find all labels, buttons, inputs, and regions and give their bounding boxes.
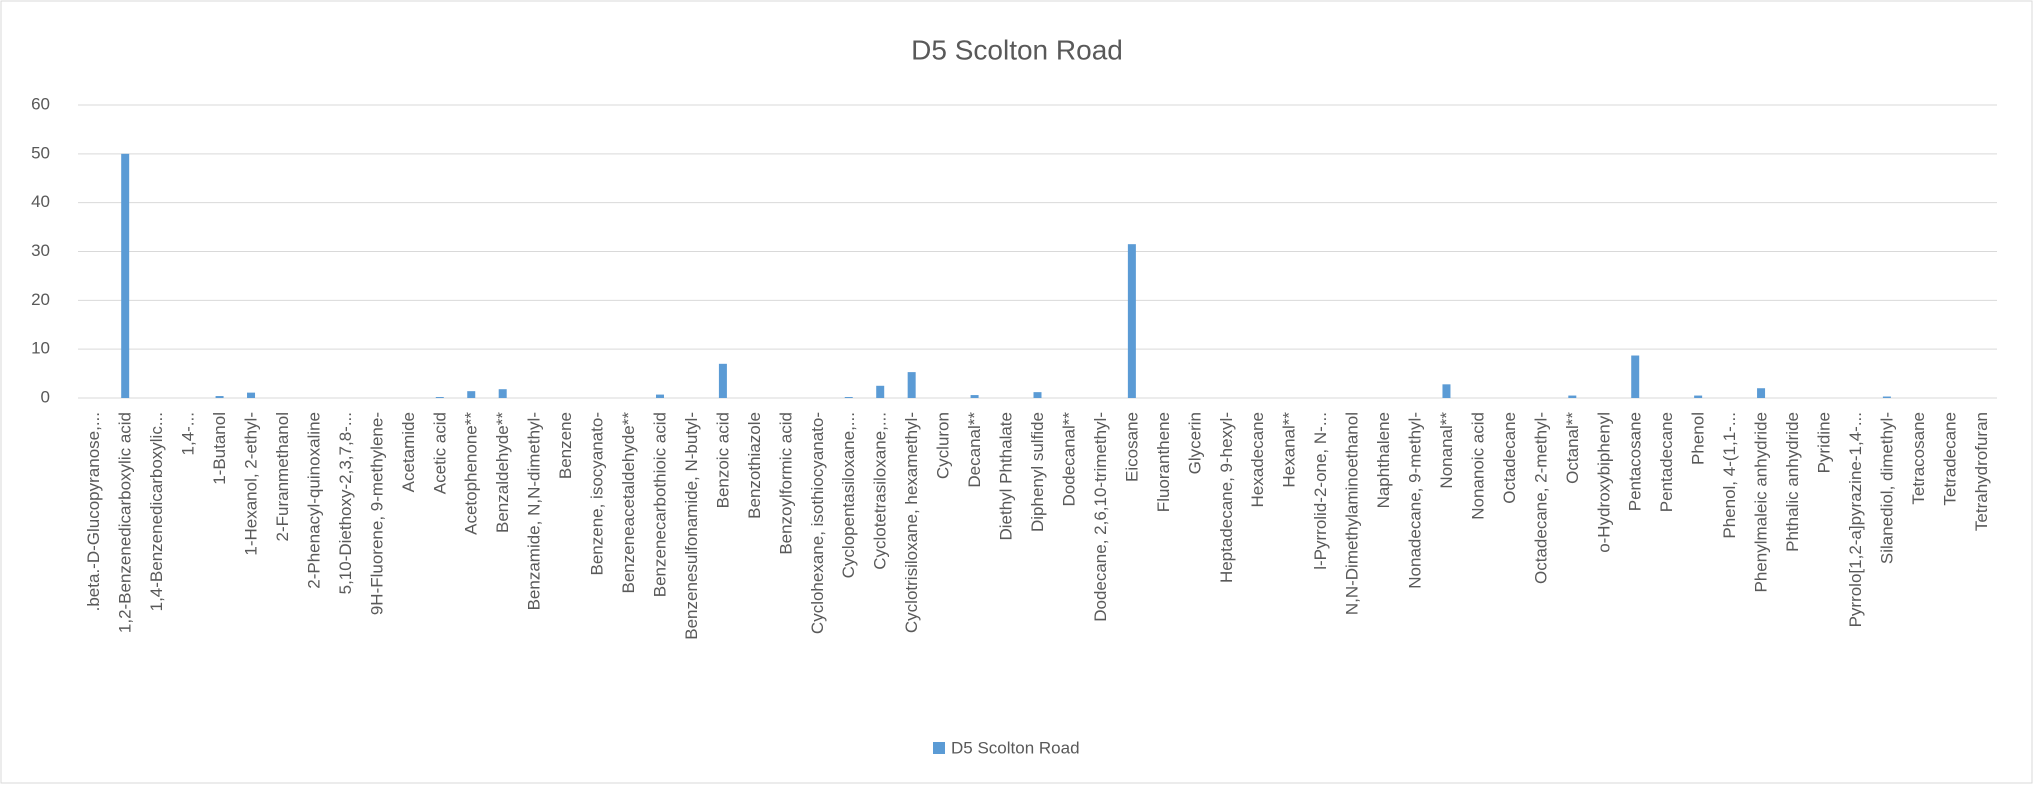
x-tick-label: Benzoic acid — [713, 412, 732, 508]
x-tick-label: Cyclopentasiloxane,... — [839, 412, 858, 578]
legend-label: D5 Scolton Road — [951, 738, 1080, 757]
x-tick-label: Benzenecarbothioic acid — [650, 412, 669, 597]
x-tick-label: Phenol, 4-(1,1-... — [1720, 412, 1739, 539]
x-tick-label: Acetic acid — [430, 412, 449, 494]
x-tick-label: Nonanal** — [1437, 412, 1456, 489]
x-tick-label: Cyclotetrasiloxane,... — [871, 412, 890, 570]
y-tick-label: 10 — [31, 339, 50, 358]
x-tick-label: Dodecane, 2,6,10-trimethyl- — [1091, 412, 1110, 622]
x-tick-label: Cyclotrisiloxane, hexamethyl- — [902, 412, 921, 633]
x-tick-label: Tetrahydrofuran — [1972, 412, 1991, 531]
bar — [876, 385, 885, 398]
bar — [1033, 392, 1042, 398]
x-tick-label: Acetamide — [399, 412, 418, 492]
chart-title: D5 Scolton Road — [911, 34, 1123, 65]
x-tick-label: 1,4-... — [179, 412, 198, 455]
bar — [1757, 388, 1766, 398]
x-tick-label: Benzoylformic acid — [776, 412, 795, 555]
x-tick-label: Benzeneacetaldehyde** — [619, 412, 638, 594]
bar — [435, 397, 444, 398]
legend-swatch — [933, 742, 945, 754]
x-tick-label: Acetophenone** — [462, 412, 481, 535]
x-tick-label: Octanal** — [1563, 412, 1582, 484]
x-tick-label: N,N-Dimethylaminoethanol — [1343, 412, 1362, 615]
x-tick-label: Phthalic anhydride — [1783, 412, 1802, 552]
x-tick-label: 9H-Fluorene, 9-methylene- — [367, 412, 386, 615]
bar — [498, 389, 507, 398]
y-tick-label: 20 — [31, 290, 50, 309]
x-tick-label: Dodecanal** — [1059, 412, 1078, 507]
bar — [215, 396, 224, 398]
x-tick-label: Phenol — [1689, 412, 1708, 465]
bar — [247, 392, 256, 398]
x-tick-label: Cyclohexane, isothiocyanato- — [808, 412, 827, 634]
x-tick-label: Benzenesulfonamide, N-butyl- — [682, 412, 701, 640]
x-tick-label: 1-Butanol — [210, 412, 229, 485]
x-tick-label: Tetracosane — [1909, 412, 1928, 505]
x-tick-label: Octadecane — [1500, 412, 1519, 504]
y-tick-label: 50 — [31, 143, 50, 162]
x-tick-label: 1,2-Benzenedicarboxylic acid — [116, 412, 135, 633]
x-tick-label: o-Hydroxybiphenyl — [1594, 412, 1613, 553]
x-tick-label: Diethyl Phthalate — [997, 412, 1016, 541]
y-tick-label: 60 — [31, 94, 50, 113]
x-tick-label: Fluoranthene — [1154, 412, 1173, 512]
x-tick-label: Heptadecane, 9-hexyl- — [1217, 412, 1236, 583]
x-tick-label: Eicosane — [1122, 412, 1141, 482]
x-tick-label: 5,10-Diethoxy-2,3,7,8-... — [336, 412, 355, 594]
x-tick-label: Cycluron — [934, 412, 953, 479]
bar — [970, 395, 979, 398]
y-tick-label: 0 — [41, 387, 50, 406]
x-tick-label: Phenylmaleic anhydride — [1752, 412, 1771, 593]
y-tick-label: 40 — [31, 192, 50, 211]
x-tick-label: .beta.-D-Glucopyranose,... — [84, 412, 103, 611]
x-tick-label: l-Pyrrolid-2-one, N-... — [1311, 412, 1330, 570]
bar — [1694, 395, 1703, 398]
x-tick-label: 1-Hexanol, 2-ethyl- — [242, 412, 261, 556]
bar — [907, 372, 916, 398]
bar — [1631, 355, 1640, 398]
x-tick-label: Benzothiazole — [745, 412, 764, 519]
x-tick-label: Hexanal** — [1280, 412, 1299, 488]
x-tick-label: Pentadecane — [1657, 412, 1676, 512]
bar — [121, 153, 130, 398]
x-tick-label: Pyrrolo[1,2-a]pyrazine-1,4-... — [1846, 412, 1865, 627]
x-tick-label: Benzene — [556, 412, 575, 479]
x-tick-label: Glycerin — [1185, 412, 1204, 474]
x-tick-label: Hexadecane — [1248, 412, 1267, 507]
bar — [1882, 396, 1891, 398]
x-tick-label: Pentacosane — [1626, 412, 1645, 511]
x-tick-label: 2-Phenacyl-quinoxaline — [304, 412, 323, 589]
bar — [1442, 384, 1451, 398]
x-tick-label: Octadecane, 2-methyl- — [1531, 412, 1550, 584]
x-tick-label: Diphenyl sulfide — [1028, 412, 1047, 532]
x-tick-label: Naphthalene — [1374, 412, 1393, 508]
bar — [1127, 244, 1136, 398]
x-tick-label: Decanal** — [965, 412, 984, 488]
x-tick-label: 1,4-Benzenedicarboxylic... — [147, 412, 166, 611]
bar — [1568, 395, 1577, 398]
x-tick-label: Nonadecane, 9-methyl- — [1406, 412, 1425, 589]
x-tick-label: 2-Furanmethanol — [273, 412, 292, 541]
y-tick-label: 30 — [31, 241, 50, 260]
x-tick-label: Tetradecane — [1940, 412, 1959, 506]
x-tick-label: Silanediol, dimethyl- — [1877, 412, 1896, 564]
bar — [718, 363, 727, 398]
x-tick-label: Nonanoic acid — [1468, 412, 1487, 520]
bar — [655, 394, 664, 398]
bar — [844, 397, 853, 398]
bar — [467, 391, 476, 398]
x-tick-label: Benzene, isocyanato- — [588, 412, 607, 576]
x-tick-label: Benzamide, N,N-dimethyl- — [525, 412, 544, 610]
x-tick-label: Pyridine — [1814, 412, 1833, 473]
x-tick-label: Benzaldehyde** — [493, 412, 512, 533]
